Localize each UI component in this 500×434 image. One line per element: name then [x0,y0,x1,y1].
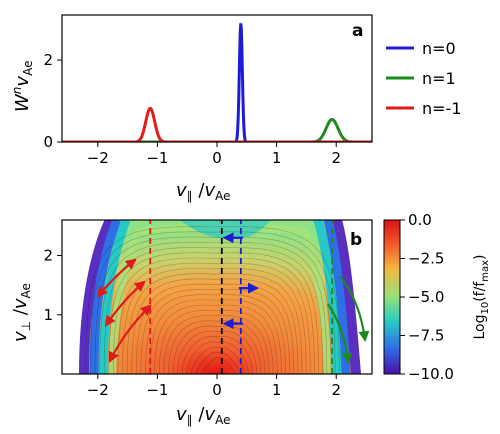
green-diffusion-arrow-inner [327,303,353,365]
legend-entry-n1: n=1 [386,69,456,88]
panel-b-xlabel: v∥ /vAe [176,404,231,427]
contour-line [200,357,237,374]
contour-line [168,320,266,374]
panel-b-xtick-label: −2 [87,381,109,399]
panel-b-ticks: −2 −1 0 1 2 1 2 [43,247,341,399]
contour-line [186,341,249,374]
colorbar: 0.0 −2.5 −5.0 −7.5 −10.0 Log10(f/fmax) [383,211,491,383]
panel-a-xtick-label: −1 [146,149,168,167]
green-diffusion-arrow-outer [339,275,370,343]
colorbar-ticks: 0.0 −2.5 −5.0 −7.5 −10.0 [400,211,454,383]
legend-entry-nm1: n=-1 [386,99,462,118]
distribution-cyan-band-right [313,220,342,374]
panel-a-xtick-label: 0 [212,149,222,167]
contour-line [149,299,282,374]
diffusion-arrows [96,258,370,365]
panel-a: −2 −1 0 1 2 0 2 a v∥ /vAe WnvAe [10,14,373,203]
contour-line [177,330,258,374]
panel-a-ylabel: WnvAe [10,61,35,112]
panel-b-xtick-label: 1 [272,381,282,399]
contour-line [172,325,262,374]
distribution-heatmap [84,220,356,374]
contour-line [163,315,270,374]
panel-a-label: a [352,21,363,41]
panel-b-ylabel: v⊥ /vAe [10,283,33,342]
colorbar-label: Log10(f/fmax) [472,254,491,339]
panel-a-curves [62,23,372,142]
panel-b-xtick-label: 2 [331,381,341,399]
panel-a-xtick-label: 1 [272,149,282,167]
contour-line [195,351,241,374]
red-diffusion-arrow-upper [96,258,137,298]
colorbar-tick-label: −2.5 [408,250,444,268]
panel-a-xlabel: v∥ /vAe [176,180,231,203]
legend-entry-n0: n=0 [386,39,456,58]
series-line-n=1 [62,117,372,142]
panel-a-xtick-label: 2 [331,149,341,167]
panel-b-ytick-label: 1 [43,306,53,324]
panel-a-ytick-label: 2 [43,51,53,69]
panel-a-ytick-label: 0 [43,133,53,151]
panel-b-xtick-label: −1 [146,381,168,399]
colorbar-gradient [383,219,401,375]
panel-b: −2 −1 0 1 2 1 2 b v∥ /vAe v⊥ /vAe [10,219,373,427]
distribution-outer-rim-right [332,220,361,374]
panel-b-xtick-label: 0 [212,381,222,399]
distribution-blue-band-right [323,220,351,374]
legend-label-nm1: n=-1 [422,99,462,118]
contour-line [154,304,278,374]
legend: n=0 n=1 n=-1 [386,39,462,118]
contour-line [181,336,253,374]
legend-label-n1: n=1 [422,69,456,88]
panel-b-label: b [350,230,362,250]
legend-label-n0: n=0 [422,39,456,58]
colorbar-tick-label: −10.0 [408,365,454,383]
panel-a-ticks: −2 −1 0 1 2 0 2 [43,51,341,167]
panel-b-ytick-label: 2 [43,247,53,265]
colorbar-tick-label: −7.5 [408,327,444,345]
distribution-top-dip [180,220,270,240]
red-diffusion-arrow-lower [108,304,152,363]
distribution-outer-rim [79,220,115,374]
colorbar-tick-label: 0.0 [408,211,432,229]
blue-arrows [222,232,260,330]
contour-line [158,309,274,374]
panel-a-xtick-label: −2 [87,149,109,167]
colorbar-tick-label: −5.0 [408,288,444,306]
